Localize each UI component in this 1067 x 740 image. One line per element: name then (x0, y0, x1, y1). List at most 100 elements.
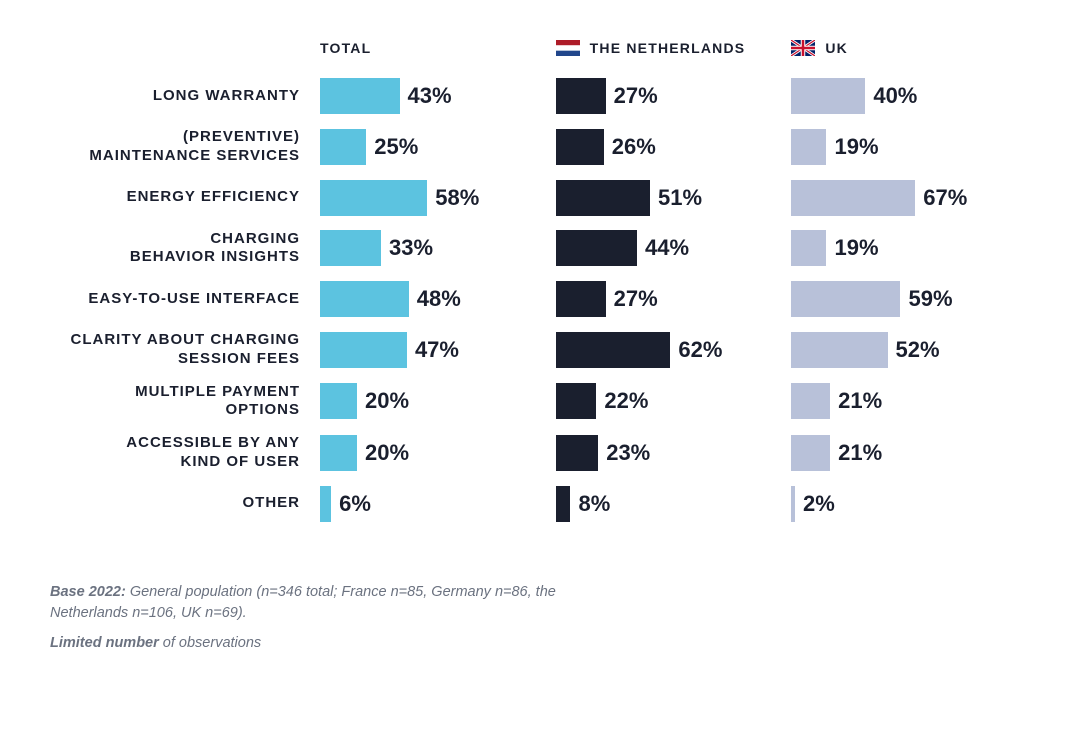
bar-value: 23% (606, 440, 650, 466)
bar (791, 180, 915, 216)
bar (320, 435, 357, 471)
bar-value: 47% (415, 337, 459, 363)
col-label: THE NETHERLANDS (590, 40, 746, 56)
chart-row: ACCESSIBLE BY ANYKIND OF USER 20% 23% 21% (30, 434, 1017, 472)
bar-cell: 2% (791, 486, 1017, 522)
bar-cell: 23% (556, 435, 782, 471)
bar-value: 19% (834, 235, 878, 261)
bar (320, 486, 331, 522)
row-label: OTHER (30, 494, 310, 513)
flag-nl-icon (556, 40, 580, 56)
bar (556, 281, 606, 317)
bar-value: 48% (417, 286, 461, 312)
bar-cell: 19% (791, 129, 1017, 165)
bar-value: 59% (908, 286, 952, 312)
row-label: ACCESSIBLE BY ANYKIND OF USER (30, 434, 310, 472)
bar-value: 8% (578, 491, 610, 517)
bar-cell: 20% (320, 383, 546, 419)
bar (556, 435, 599, 471)
bar (320, 78, 400, 114)
bar (556, 180, 650, 216)
column-headers: TOTAL THE NETHERLANDS (30, 40, 1017, 56)
bar (791, 486, 795, 522)
bar-value: 44% (645, 235, 689, 261)
bar-cell: 40% (791, 78, 1017, 114)
bar-value: 25% (374, 134, 418, 160)
bar-value: 6% (339, 491, 371, 517)
bar-cell: 27% (556, 78, 782, 114)
chart-row: LONG WARRANTY 43% 27% 40% (30, 78, 1017, 114)
bar-cell: 48% (320, 281, 546, 317)
bar-value: 67% (923, 185, 967, 211)
footnote-limited: Limited number of observations (50, 633, 570, 655)
bar-cell: 58% (320, 180, 546, 216)
flag-uk-icon (791, 40, 815, 56)
bar-cell: 6% (320, 486, 546, 522)
bar-value: 2% (803, 491, 835, 517)
chart-row: ENERGY EFFICIENCY58%51%67% (30, 180, 1017, 216)
bar-cell: 67% (791, 180, 1017, 216)
bar (320, 383, 357, 419)
footnotes: Base 2022: General population (n=346 tot… (50, 582, 570, 655)
footnote-base-text: General population (n=346 total; France … (50, 584, 556, 622)
bar (791, 332, 887, 368)
bar-cell: 8% (556, 486, 782, 522)
bar (320, 129, 366, 165)
col-label: TOTAL (320, 40, 371, 56)
bar-value: 33% (389, 235, 433, 261)
bar-value: 40% (873, 83, 917, 109)
footnote-limited-label: Limited number (50, 635, 159, 651)
bar (556, 129, 604, 165)
bar (791, 281, 900, 317)
bar (320, 230, 381, 266)
bar (556, 486, 571, 522)
bar-cell: 52% (791, 332, 1017, 368)
bar-cell: 25% (320, 129, 546, 165)
row-label: CHARGINGBEHAVIOR INSIGHTS (30, 230, 310, 268)
col-header-uk: UK (791, 40, 1017, 56)
bar-cell: 26% (556, 129, 782, 165)
bar-cell: 51% (556, 180, 782, 216)
row-label: EASY-TO-USE INTERFACE (30, 290, 310, 309)
bar-cell: 22% (556, 383, 782, 419)
row-label: (PREVENTIVE)MAINTENANCE SERVICES (30, 128, 310, 166)
bar (791, 383, 830, 419)
bar-value: 27% (614, 286, 658, 312)
bar-cell: 20% (320, 435, 546, 471)
chart-row: OTHER 6% 8% 2% (30, 486, 1017, 522)
chart-row: EASY-TO-USE INTERFACE 48% 27% 59% (30, 281, 1017, 317)
bar (320, 332, 407, 368)
bar-cell: 19% (791, 230, 1017, 266)
bar-value: 21% (838, 440, 882, 466)
bar (556, 332, 671, 368)
col-header-nl: THE NETHERLANDS (556, 40, 782, 56)
bar-value: 27% (614, 83, 658, 109)
chart-rows: LONG WARRANTY 43% 27% 40% (PREVENTIVE)MAINTE… (30, 78, 1017, 522)
bar (791, 129, 826, 165)
bar (556, 78, 606, 114)
col-label: UK (825, 40, 848, 56)
bar-value: 21% (838, 388, 882, 414)
bar-value: 52% (896, 337, 940, 363)
chart-row: CLARITY ABOUT CHARGINGSESSION FEES 47% 62%… (30, 331, 1017, 369)
footnote-limited-text: of observations (163, 635, 261, 651)
bar (556, 383, 597, 419)
bar (791, 230, 826, 266)
bar (320, 180, 427, 216)
bar-cell: 27% (556, 281, 782, 317)
bar-cell: 44% (556, 230, 782, 266)
footnote-base: Base 2022: General population (n=346 tot… (50, 582, 570, 626)
bar-value: 20% (365, 388, 409, 414)
bar-value: 22% (604, 388, 648, 414)
bar-value: 26% (612, 134, 656, 160)
bar-cell: 21% (791, 383, 1017, 419)
bar-cell: 62% (556, 332, 782, 368)
row-label: MULTIPLE PAYMENTOPTIONS (30, 383, 310, 421)
row-label: CLARITY ABOUT CHARGINGSESSION FEES (30, 331, 310, 369)
bar-cell: 43% (320, 78, 546, 114)
bar (791, 78, 865, 114)
bar (791, 435, 830, 471)
chart-row: CHARGINGBEHAVIOR INSIGHTS 33% 44% 19% (30, 230, 1017, 268)
bar-value: 58% (435, 185, 479, 211)
row-label: LONG WARRANTY (30, 87, 310, 106)
